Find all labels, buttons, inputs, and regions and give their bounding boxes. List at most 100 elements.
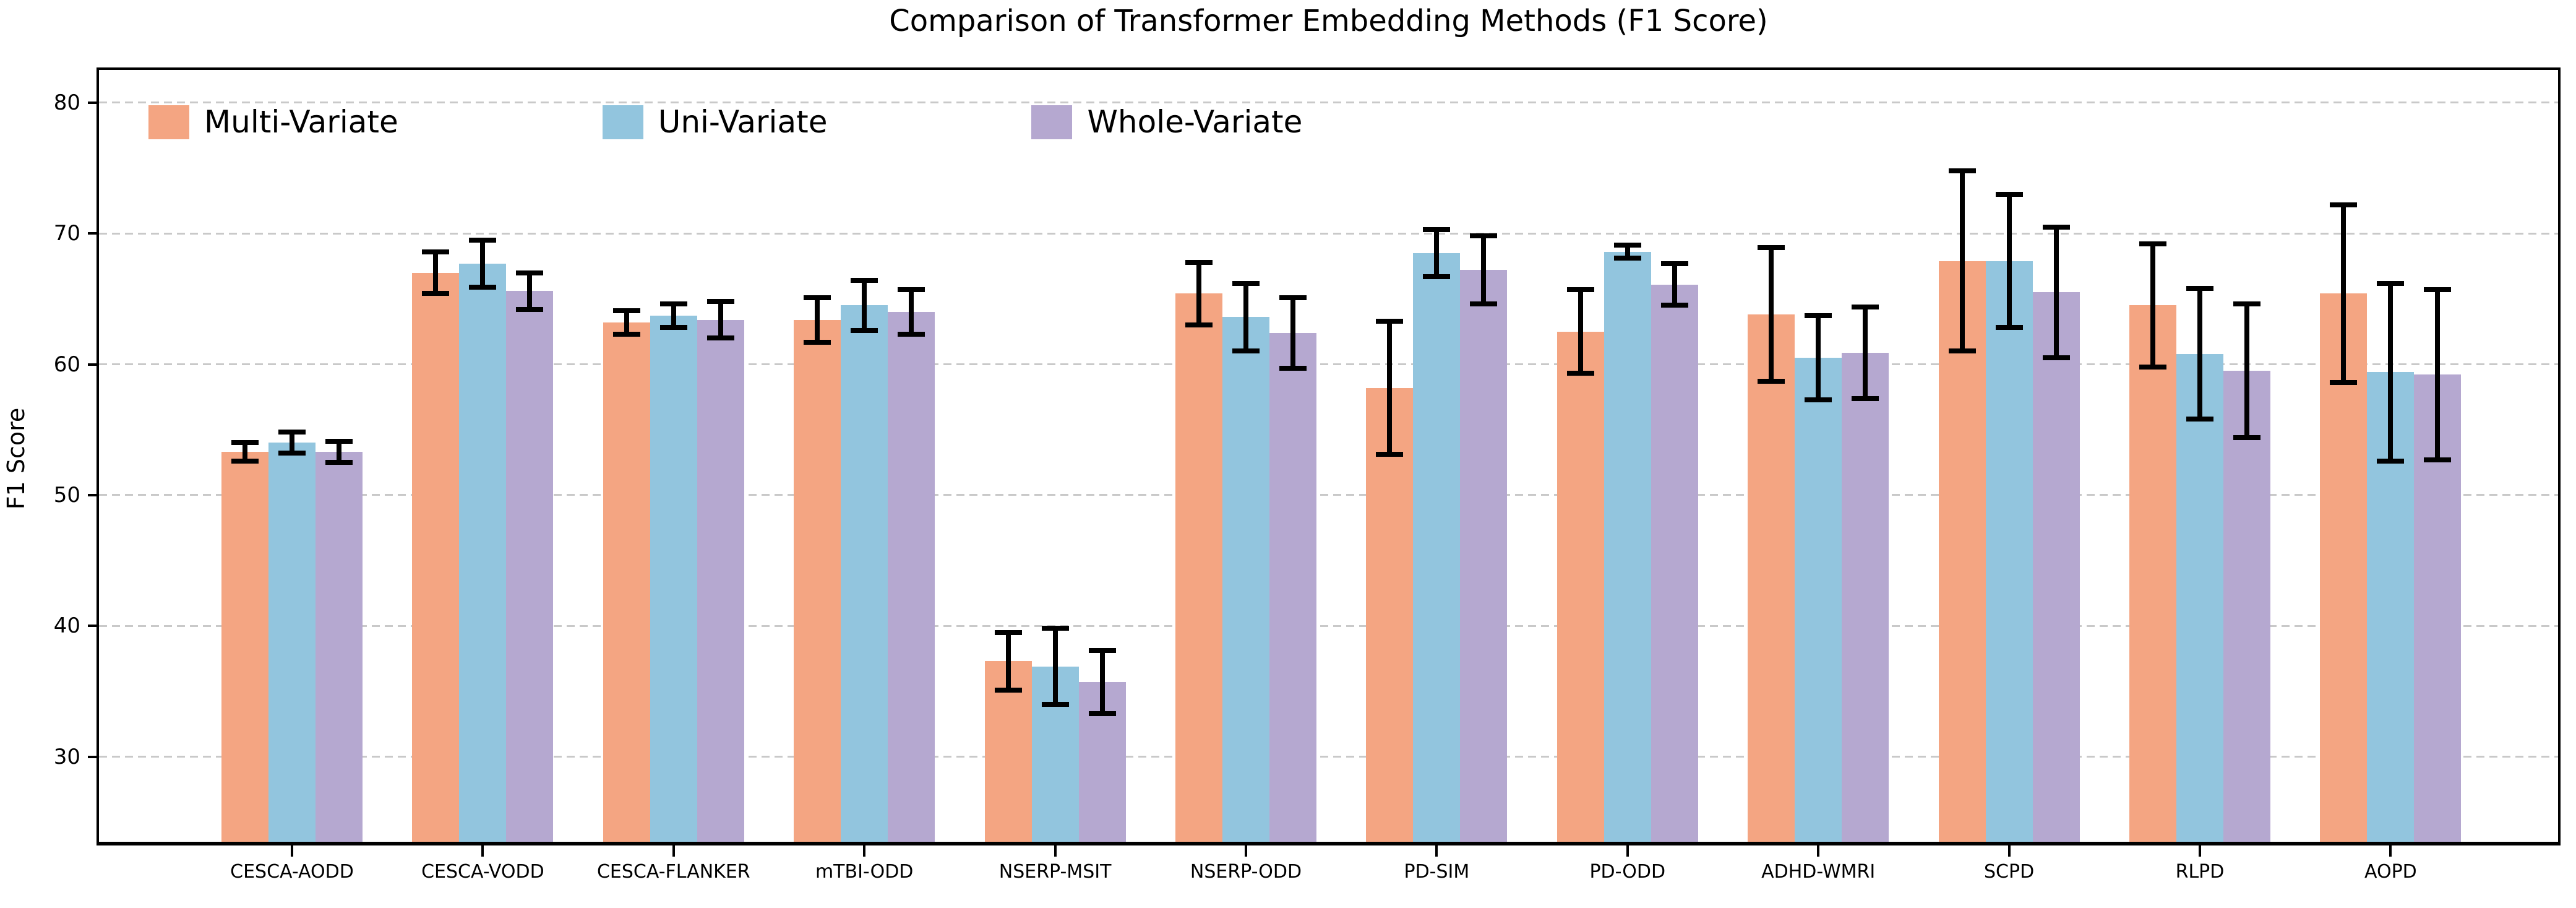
bar-whole-variate-pd-sim bbox=[1460, 270, 1508, 842]
bar-multi-variate-mtbi-odd bbox=[794, 319, 841, 842]
errorbar-cap-top-whole-variate-scpd bbox=[2042, 224, 2070, 230]
bar-whole-variate-mtbi-odd bbox=[888, 312, 935, 842]
errorbar-multi-variate-nserp-msit bbox=[1005, 632, 1011, 690]
x-tick-scpd bbox=[2007, 845, 2011, 857]
errorbar-cap-bottom-whole-variate-adhd-wmri bbox=[1852, 396, 1879, 401]
errorbar-uni-variate-adhd-wmri bbox=[1816, 316, 1821, 400]
errorbar-multi-variate-aopd bbox=[2341, 204, 2346, 383]
errorbar-cap-top-whole-variate-cesca-flanker bbox=[706, 299, 734, 305]
errorbar-cap-top-uni-variate-cesca-aodd bbox=[278, 430, 306, 435]
y-tick-label-40: 40 bbox=[53, 613, 80, 639]
errorbar-cap-top-uni-variate-cesca-flanker bbox=[659, 301, 687, 307]
errorbar-cap-top-whole-variate-mtbi-odd bbox=[898, 287, 925, 293]
x-tick-label-rlpd: RLPD bbox=[2175, 861, 2225, 883]
errorbar-cap-bottom-whole-variate-nserp-msit bbox=[1088, 711, 1116, 716]
errorbar-cap-top-uni-variate-pd-odd bbox=[1613, 243, 1641, 248]
legend-swatch-multi-variate bbox=[148, 105, 189, 139]
errorbar-cap-bottom-multi-variate-cesca-flanker bbox=[612, 331, 640, 337]
bar-uni-variate-cesca-aodd bbox=[268, 443, 316, 842]
bar-uni-variate-scpd bbox=[1985, 261, 2033, 842]
left-spine-y-axis bbox=[97, 67, 99, 845]
errorbar-cap-top-whole-variate-nserp-odd bbox=[1279, 295, 1307, 300]
errorbar-cap-bottom-uni-variate-cesca-aodd bbox=[278, 451, 306, 456]
errorbar-cap-bottom-multi-variate-mtbi-odd bbox=[804, 339, 831, 345]
bar-whole-variate-pd-odd bbox=[1651, 284, 1698, 842]
errorbar-cap-top-whole-variate-nserp-msit bbox=[1088, 648, 1116, 654]
errorbar-cap-top-uni-variate-nserp-odd bbox=[1232, 280, 1260, 286]
right-spine bbox=[2558, 67, 2561, 845]
bar-multi-variate-cesca-flanker bbox=[603, 322, 650, 842]
errorbar-cap-top-multi-variate-cesca-vodd bbox=[422, 249, 450, 254]
errorbar-whole-variate-adhd-wmri bbox=[1863, 306, 1868, 399]
plot-area bbox=[97, 67, 2561, 845]
y-tick-label-80: 80 bbox=[53, 90, 80, 115]
bar-multi-variate-pd-odd bbox=[1556, 331, 1604, 842]
bar-uni-variate-pd-sim bbox=[1413, 253, 1461, 842]
errorbar-cap-top-uni-variate-scpd bbox=[1995, 191, 2023, 197]
errorbar-cap-top-uni-variate-adhd-wmri bbox=[1805, 313, 1832, 319]
legend: Multi-Variate Uni-Variate Whole-Variate bbox=[148, 102, 1302, 142]
legend-entry-multi-variate: Multi-Variate bbox=[148, 104, 398, 140]
errorbar-cap-top-multi-variate-nserp-msit bbox=[994, 629, 1022, 635]
x-tick-label-cesca-aodd: CESCA-AODD bbox=[230, 861, 354, 883]
errorbar-multi-variate-cesca-vodd bbox=[433, 251, 439, 294]
x-tick-aopd bbox=[2389, 845, 2392, 857]
errorbar-cap-bottom-uni-variate-rlpd bbox=[2186, 417, 2213, 422]
errorbar-cap-bottom-multi-variate-rlpd bbox=[2139, 364, 2166, 370]
errorbar-multi-variate-mtbi-odd bbox=[815, 297, 820, 342]
errorbar-cap-top-uni-variate-aopd bbox=[2377, 280, 2405, 286]
errorbar-uni-variate-rlpd bbox=[2197, 288, 2202, 420]
errorbar-multi-variate-rlpd bbox=[2150, 244, 2155, 367]
errorbar-cap-top-whole-variate-aopd bbox=[2424, 287, 2452, 293]
errorbar-uni-variate-cesca-vodd bbox=[480, 240, 486, 287]
bar-multi-variate-rlpd bbox=[2129, 305, 2176, 842]
x-tick-label-scpd: SCPD bbox=[1984, 861, 2035, 883]
x-tick-cesca-aodd bbox=[291, 845, 293, 857]
errorbar-cap-bottom-whole-variate-rlpd bbox=[2233, 435, 2260, 440]
errorbar-cap-bottom-uni-variate-adhd-wmri bbox=[1805, 397, 1832, 402]
x-tick-label-cesca-vodd: CESCA-VODD bbox=[421, 861, 544, 883]
y-tick-label-50: 50 bbox=[53, 482, 80, 508]
x-tick-nserp-odd bbox=[1245, 845, 1247, 857]
errorbar-cap-top-multi-variate-rlpd bbox=[2139, 241, 2166, 247]
bar-uni-variate-nserp-odd bbox=[1222, 317, 1269, 842]
errorbar-cap-bottom-whole-variate-mtbi-odd bbox=[898, 331, 925, 337]
bar-multi-variate-scpd bbox=[1938, 261, 1986, 842]
errorbar-uni-variate-pd-sim bbox=[1434, 229, 1440, 277]
bar-multi-variate-pd-sim bbox=[1366, 387, 1414, 842]
errorbar-cap-bottom-multi-variate-pd-sim bbox=[1376, 452, 1404, 457]
gridline-50 bbox=[99, 494, 2558, 496]
errorbar-cap-bottom-whole-variate-nserp-odd bbox=[1279, 365, 1307, 371]
gridline-60 bbox=[99, 363, 2558, 366]
bar-whole-variate-nserp-odd bbox=[1269, 332, 1316, 842]
bar-multi-variate-cesca-vodd bbox=[412, 272, 460, 842]
errorbar-uni-variate-nserp-msit bbox=[1052, 628, 1058, 705]
errorbar-cap-top-multi-variate-cesca-aodd bbox=[231, 440, 259, 446]
errorbar-cap-bottom-uni-variate-pd-odd bbox=[1613, 256, 1641, 261]
bar-uni-variate-mtbi-odd bbox=[841, 305, 888, 842]
y-tick-label-30: 30 bbox=[53, 744, 80, 769]
x-tick-label-adhd-wmri: ADHD-WMRI bbox=[1761, 861, 1876, 883]
bar-whole-variate-cesca-flanker bbox=[697, 319, 744, 842]
x-tick-pd-odd bbox=[1626, 845, 1629, 857]
y-tick-label-70: 70 bbox=[53, 221, 80, 246]
errorbar-uni-variate-mtbi-odd bbox=[862, 280, 867, 331]
x-tick-label-aopd: AOPD bbox=[2364, 861, 2417, 883]
errorbar-multi-variate-cesca-flanker bbox=[624, 310, 629, 334]
gridline-30 bbox=[99, 756, 2558, 758]
x-tick-rlpd bbox=[2199, 845, 2201, 857]
x-tick-adhd-wmri bbox=[1817, 845, 1820, 857]
y-tick-30 bbox=[88, 755, 99, 758]
y-tick-80 bbox=[88, 101, 99, 104]
errorbar-cap-top-multi-variate-adhd-wmri bbox=[1758, 245, 1785, 251]
errorbar-cap-bottom-uni-variate-cesca-vodd bbox=[469, 284, 497, 290]
errorbar-whole-variate-mtbi-odd bbox=[909, 290, 914, 334]
errorbar-cap-bottom-whole-variate-cesca-flanker bbox=[706, 335, 734, 341]
legend-swatch-uni-variate bbox=[602, 105, 643, 139]
y-tick-40 bbox=[88, 625, 99, 628]
errorbar-whole-variate-nserp-msit bbox=[1099, 651, 1105, 714]
errorbar-cap-top-multi-variate-pd-sim bbox=[1376, 318, 1404, 324]
errorbar-cap-bottom-whole-variate-pd-sim bbox=[1470, 301, 1498, 307]
errorbar-cap-top-uni-variate-pd-sim bbox=[1423, 227, 1451, 232]
